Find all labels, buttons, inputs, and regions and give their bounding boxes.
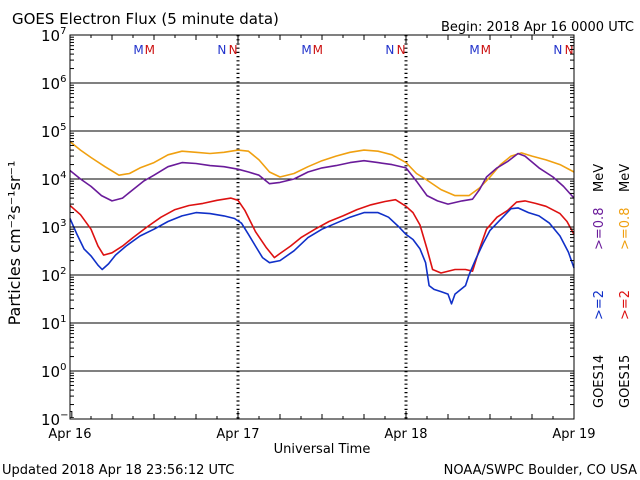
y-tick-label: 107 bbox=[41, 26, 66, 45]
y-tick-label: 102 bbox=[41, 266, 66, 285]
y-tick-label: 103 bbox=[41, 218, 66, 237]
x-axis-label: Universal Time bbox=[274, 442, 371, 457]
day-separators bbox=[236, 35, 408, 419]
y-tick-label: 100 bbox=[41, 362, 66, 381]
marker-label: N bbox=[385, 43, 394, 57]
marker-label: N bbox=[565, 43, 574, 57]
marker-label: M bbox=[469, 43, 479, 57]
series-line-2 bbox=[69, 197, 575, 274]
y-tick-label: 106 bbox=[41, 74, 66, 93]
begin-label: Begin: 2018 Apr 16 0000 UTC bbox=[441, 20, 634, 35]
legend-mev-label-a: MeV bbox=[592, 164, 607, 192]
series-group bbox=[69, 140, 575, 305]
y-tick-label: 105 bbox=[41, 122, 66, 141]
series-line-1 bbox=[69, 152, 575, 205]
marker-label: N bbox=[217, 43, 226, 57]
series-line-3 bbox=[69, 207, 575, 305]
legend-goes14-2mev: >=2 bbox=[592, 290, 607, 320]
credit-label: NOAA/SWPC Boulder, CO USA bbox=[444, 463, 637, 478]
chart-title: GOES Electron Flux (5 minute data) bbox=[12, 10, 279, 28]
marker-label: M bbox=[313, 43, 323, 57]
marker-label: N bbox=[397, 43, 406, 57]
x-tick-labels: Apr 16 Apr 17 Apr 18 Apr 19 bbox=[48, 427, 595, 442]
legend-goes15-08mev: >=0.8 bbox=[618, 208, 633, 250]
series-line-0 bbox=[69, 140, 575, 197]
legend-goes15-2mev: >=2 bbox=[618, 290, 633, 320]
legend-goes14-label: GOES14 bbox=[592, 355, 607, 408]
marker-label: N bbox=[229, 43, 238, 57]
grid-lines bbox=[70, 82, 574, 372]
y-tick-label: 104 bbox=[41, 170, 66, 189]
marker-label: M bbox=[301, 43, 311, 57]
legend-goes14-08mev: >=0.8 bbox=[592, 208, 607, 250]
x-tick-label: Apr 17 bbox=[216, 427, 259, 442]
y-tick-label: 101 bbox=[41, 314, 66, 333]
x-tick-label: Apr 19 bbox=[552, 427, 595, 442]
axis-ticks bbox=[69, 34, 575, 420]
x-tick-label: Apr 18 bbox=[384, 427, 427, 442]
updated-timestamp: Updated 2018 Apr 18 23:56:12 UTC bbox=[2, 463, 234, 478]
marker-label: N bbox=[553, 43, 562, 57]
series-legend: GOES14 GOES15 >=2 >=2 >=0.8 >=0.8 MeV Me… bbox=[592, 164, 633, 408]
y-tick-label: 10−1 bbox=[41, 410, 75, 429]
y-axis-label: Particles cm⁻²s⁻¹sr⁻¹ bbox=[5, 161, 24, 326]
marker-label: M bbox=[145, 43, 155, 57]
x-tick-label: Apr 16 bbox=[48, 427, 91, 442]
legend-mev-label-b: MeV bbox=[618, 164, 633, 192]
legend-goes15-label: GOES15 bbox=[618, 355, 633, 408]
marker-label: M bbox=[481, 43, 491, 57]
y-tick-labels: 107 106 105 104 103 102 101 100 10−1 bbox=[41, 26, 75, 429]
marker-label: M bbox=[133, 43, 143, 57]
